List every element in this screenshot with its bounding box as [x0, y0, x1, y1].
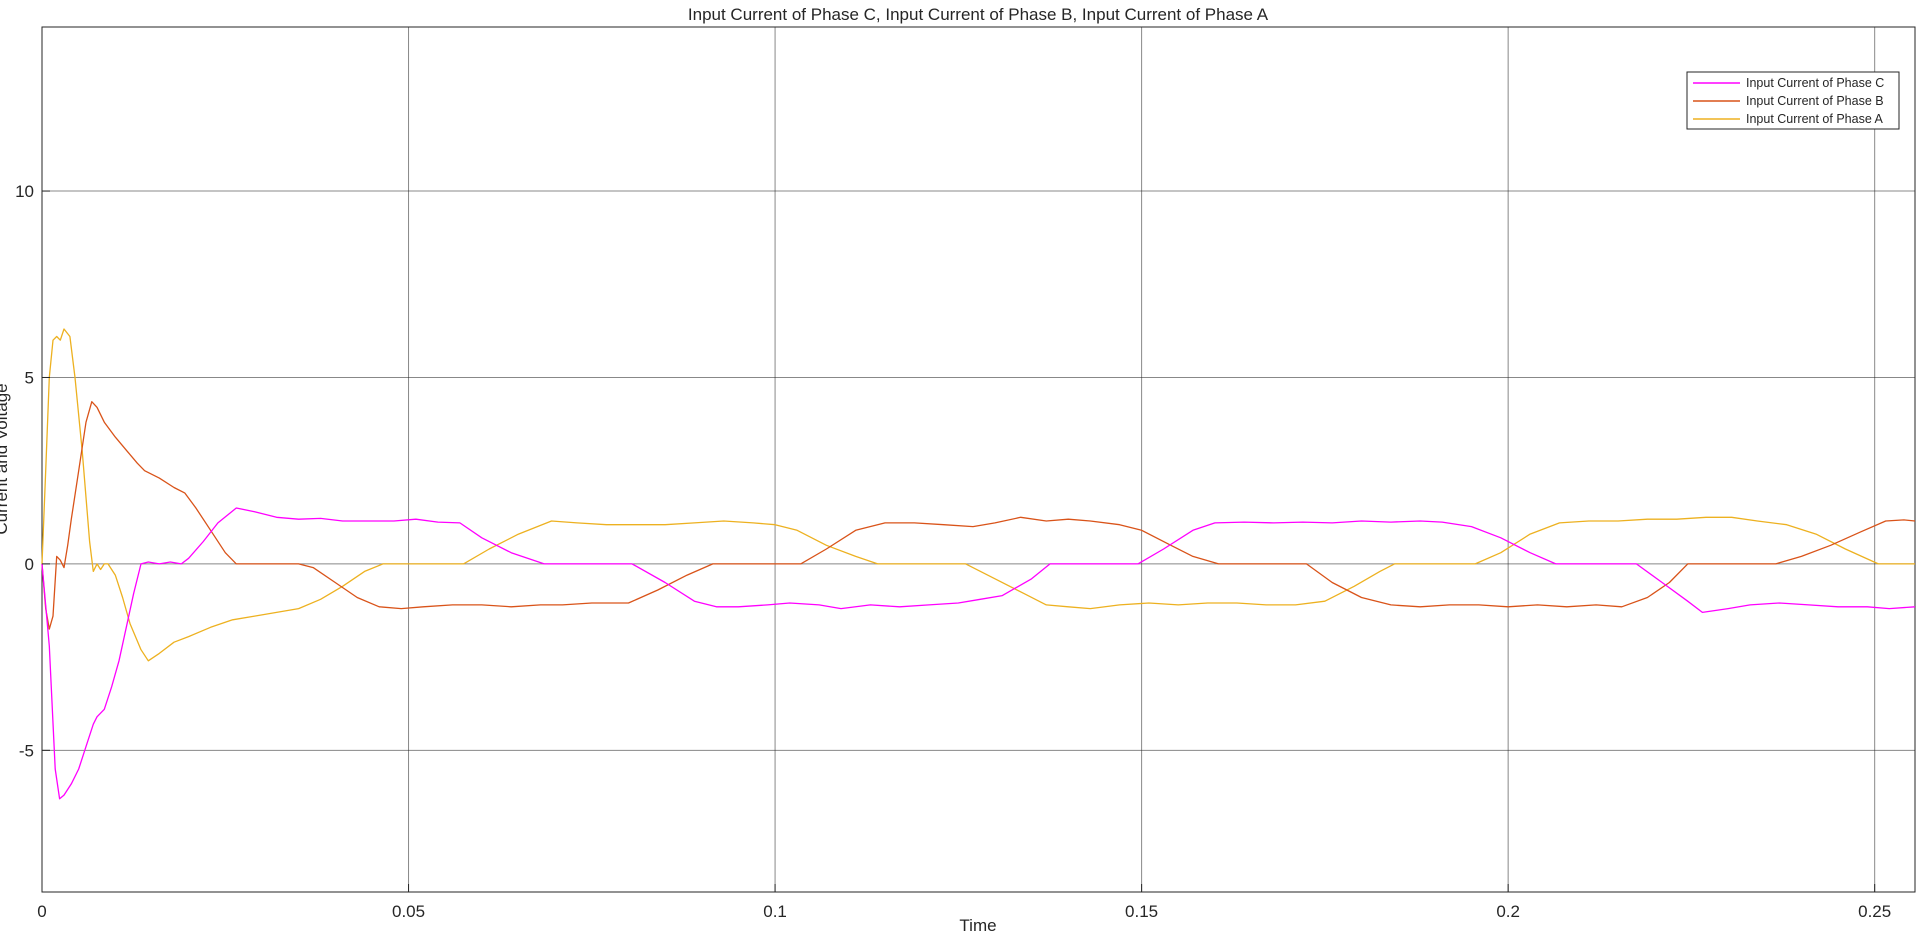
series-line-phase-b: [41, 401, 1916, 630]
x-tick-label: 0.1: [763, 902, 787, 921]
legend: Input Current of Phase C Input Current o…: [1686, 71, 1900, 130]
x-tick-label: 0: [37, 902, 46, 921]
legend-label-phase-c: Input Current of Phase C: [1746, 76, 1884, 90]
y-tick-label: 0: [25, 555, 34, 574]
x-tick-label: 0.2: [1496, 902, 1520, 921]
x-tick-label: 0.15: [1125, 902, 1158, 921]
chart-title: Input Current of Phase C, Input Current …: [688, 5, 1269, 24]
legend-label-phase-b: Input Current of Phase B: [1746, 94, 1884, 108]
x-axis-label: Time: [959, 916, 996, 935]
y-tick-label: 5: [25, 368, 34, 387]
axis-ticks: 0 0.05 0.1 0.15 0.2 0.25 -5 0 5 10: [15, 182, 1891, 921]
y-tick-label: -5: [19, 741, 34, 760]
series-line-phase-a: [41, 328, 1915, 662]
legend-label-phase-a: Input Current of Phase A: [1746, 112, 1884, 126]
x-tick-label: 0.05: [392, 902, 425, 921]
series-line-phase-c: [41, 507, 1916, 800]
series-lines: [41, 328, 1916, 800]
grid: [42, 27, 1915, 892]
y-tick-label: 10: [15, 182, 34, 201]
plot-area: [41, 26, 1916, 893]
x-tick-label: 0.25: [1858, 902, 1891, 921]
y-axis-label: Current and Voltage: [0, 383, 11, 534]
